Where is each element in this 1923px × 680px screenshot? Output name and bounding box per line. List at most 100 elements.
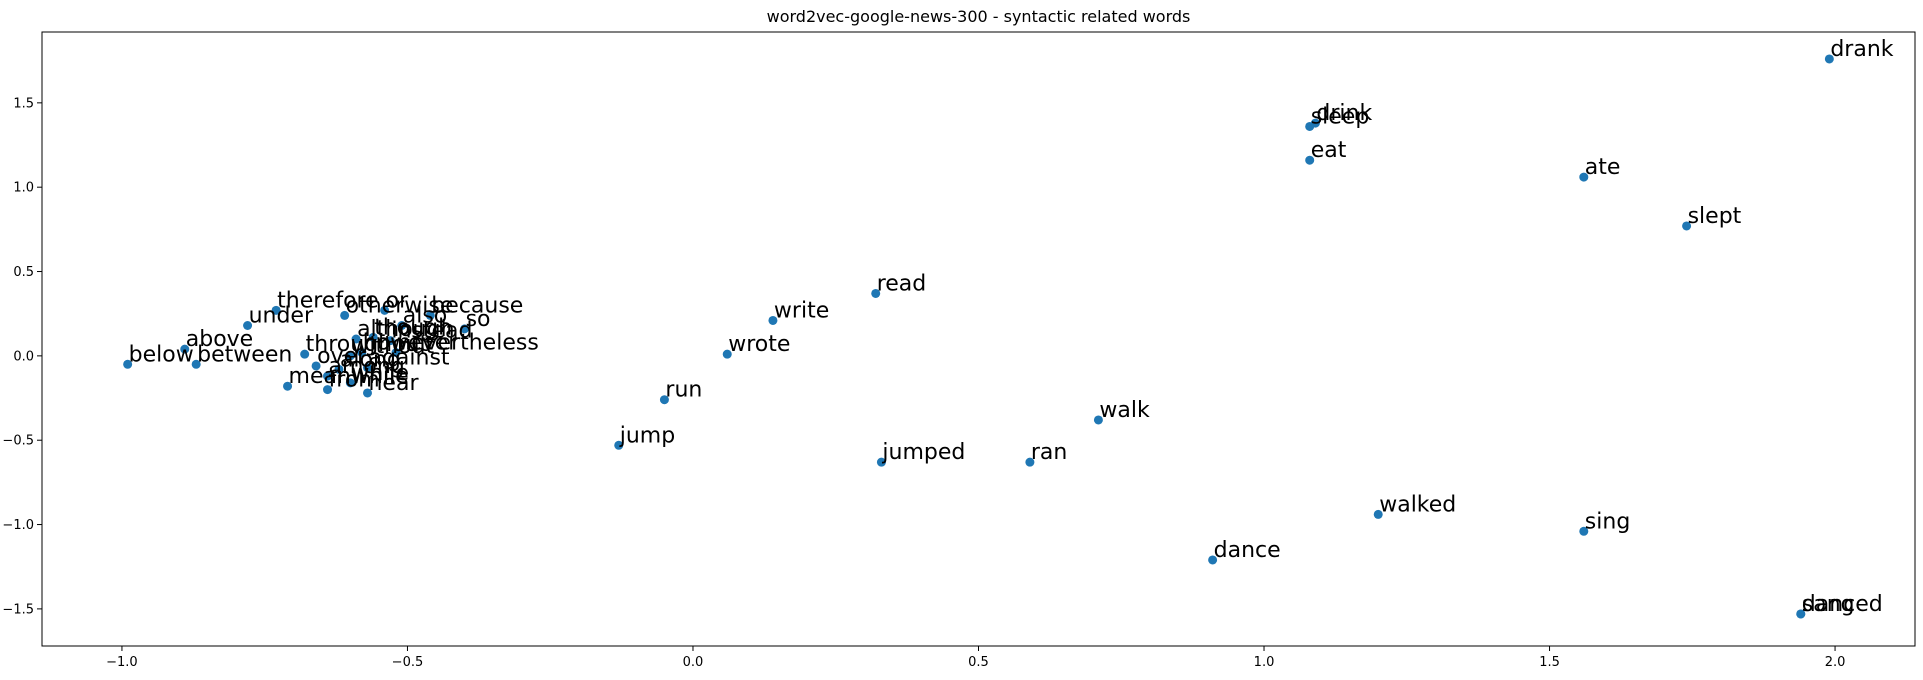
data-point [362,388,372,398]
point-label: so [466,307,491,332]
data-point [1824,54,1834,64]
data-point [1093,415,1103,425]
point-label: write [774,298,829,323]
data-point [1579,526,1589,536]
data-point [357,347,367,357]
point-label: danced [1802,592,1883,617]
data-point [397,321,407,331]
point-label: therefore [277,288,379,313]
x-tick-label: −0.5 [392,655,424,670]
data-point [1373,509,1383,519]
point-label: or [386,288,409,313]
chart-title: word2vec-google-news-300 - syntactic rel… [767,7,1191,26]
axes-layer: −1.0 −0.5 0.0 0.5 1.0 1.5 2.0 −1.5 −1.0 −0.5 0.0 0.… [2,31,1916,670]
data-point [323,371,333,381]
point-label: instead [391,319,472,344]
data-point [180,344,190,354]
point-label: ate [1585,155,1621,180]
y-tick-label: 0.5 [13,265,34,280]
point-label: without [351,334,434,359]
point-label: nevertheless [397,330,539,355]
data-point [323,385,333,395]
point-label: otherwise [346,293,454,318]
point-label: although [357,317,454,342]
point-label: along [340,347,401,372]
point-label: while [351,361,409,386]
point-label: wrote [728,332,790,357]
data-point [1305,155,1315,165]
point-label: slept [1688,204,1742,229]
x-tick-label: 1.0 [1254,655,1275,670]
data-point [1208,555,1218,565]
y-tick-label: 1.0 [13,181,34,196]
data-point [385,336,395,346]
data-point [876,457,886,467]
point-label: against [368,346,449,371]
y-tick-label: −1.5 [2,602,34,617]
x-tick-label: −1.0 [106,655,138,670]
data-point [871,288,881,298]
data-point [123,359,133,369]
data-point [1796,609,1806,619]
point-label: drink [1316,101,1372,126]
data-point [362,363,372,373]
point-label: eat [1311,138,1347,163]
point-label: dance [1214,538,1281,563]
data-point [614,440,624,450]
point-label: read [877,271,927,296]
data-point [345,351,355,361]
data-point [659,395,669,405]
point-label: under [249,304,314,329]
data-point [191,359,201,369]
data-point [425,310,435,320]
x-tick-label: 2.0 [1825,655,1846,670]
point-label: jumped [881,440,965,465]
data-point [340,310,350,320]
point-label: near [368,371,419,396]
data-point [345,378,355,388]
y-tick-label: −0.5 [2,434,34,449]
x-tick-label: 0.5 [968,655,989,670]
point-label: because [431,293,523,318]
point-label: ran [1031,440,1067,465]
point-label: drank [1830,37,1893,62]
data-point [722,349,732,359]
point-label: however [363,330,458,355]
point-label: also [403,304,448,329]
point-label: walk [1099,398,1150,423]
point-label: meanwhile [289,364,409,389]
x-tick-label: 0.0 [683,655,704,670]
point-label: below [129,342,194,367]
point-label: over [317,344,367,369]
data-point [311,361,321,371]
point-label: run [665,378,702,403]
data-point [1305,121,1315,131]
data-point [391,347,401,357]
point-label: between [197,342,292,367]
point-label: throughout [306,332,429,357]
point-label: walked [1379,492,1456,517]
point-label: sing [1585,509,1630,534]
data-point [460,324,470,334]
point-label: among [329,354,405,379]
data-point [271,305,281,315]
data-point [768,315,778,325]
data-point [368,332,378,342]
data-point [1682,221,1692,231]
data-point [300,349,310,359]
data-point [351,334,361,344]
data-point [243,321,253,331]
point-label: from [329,368,380,393]
point-label: though [374,315,452,340]
data-point [1579,172,1589,182]
data-point [1025,457,1035,467]
point-label: sleep [1311,104,1370,129]
point-label: above [186,327,253,352]
data-point [380,305,390,315]
y-tick-label: −1.0 [2,518,34,533]
data-point [334,364,344,374]
data-point [283,381,293,391]
marker-layer [123,54,1834,619]
